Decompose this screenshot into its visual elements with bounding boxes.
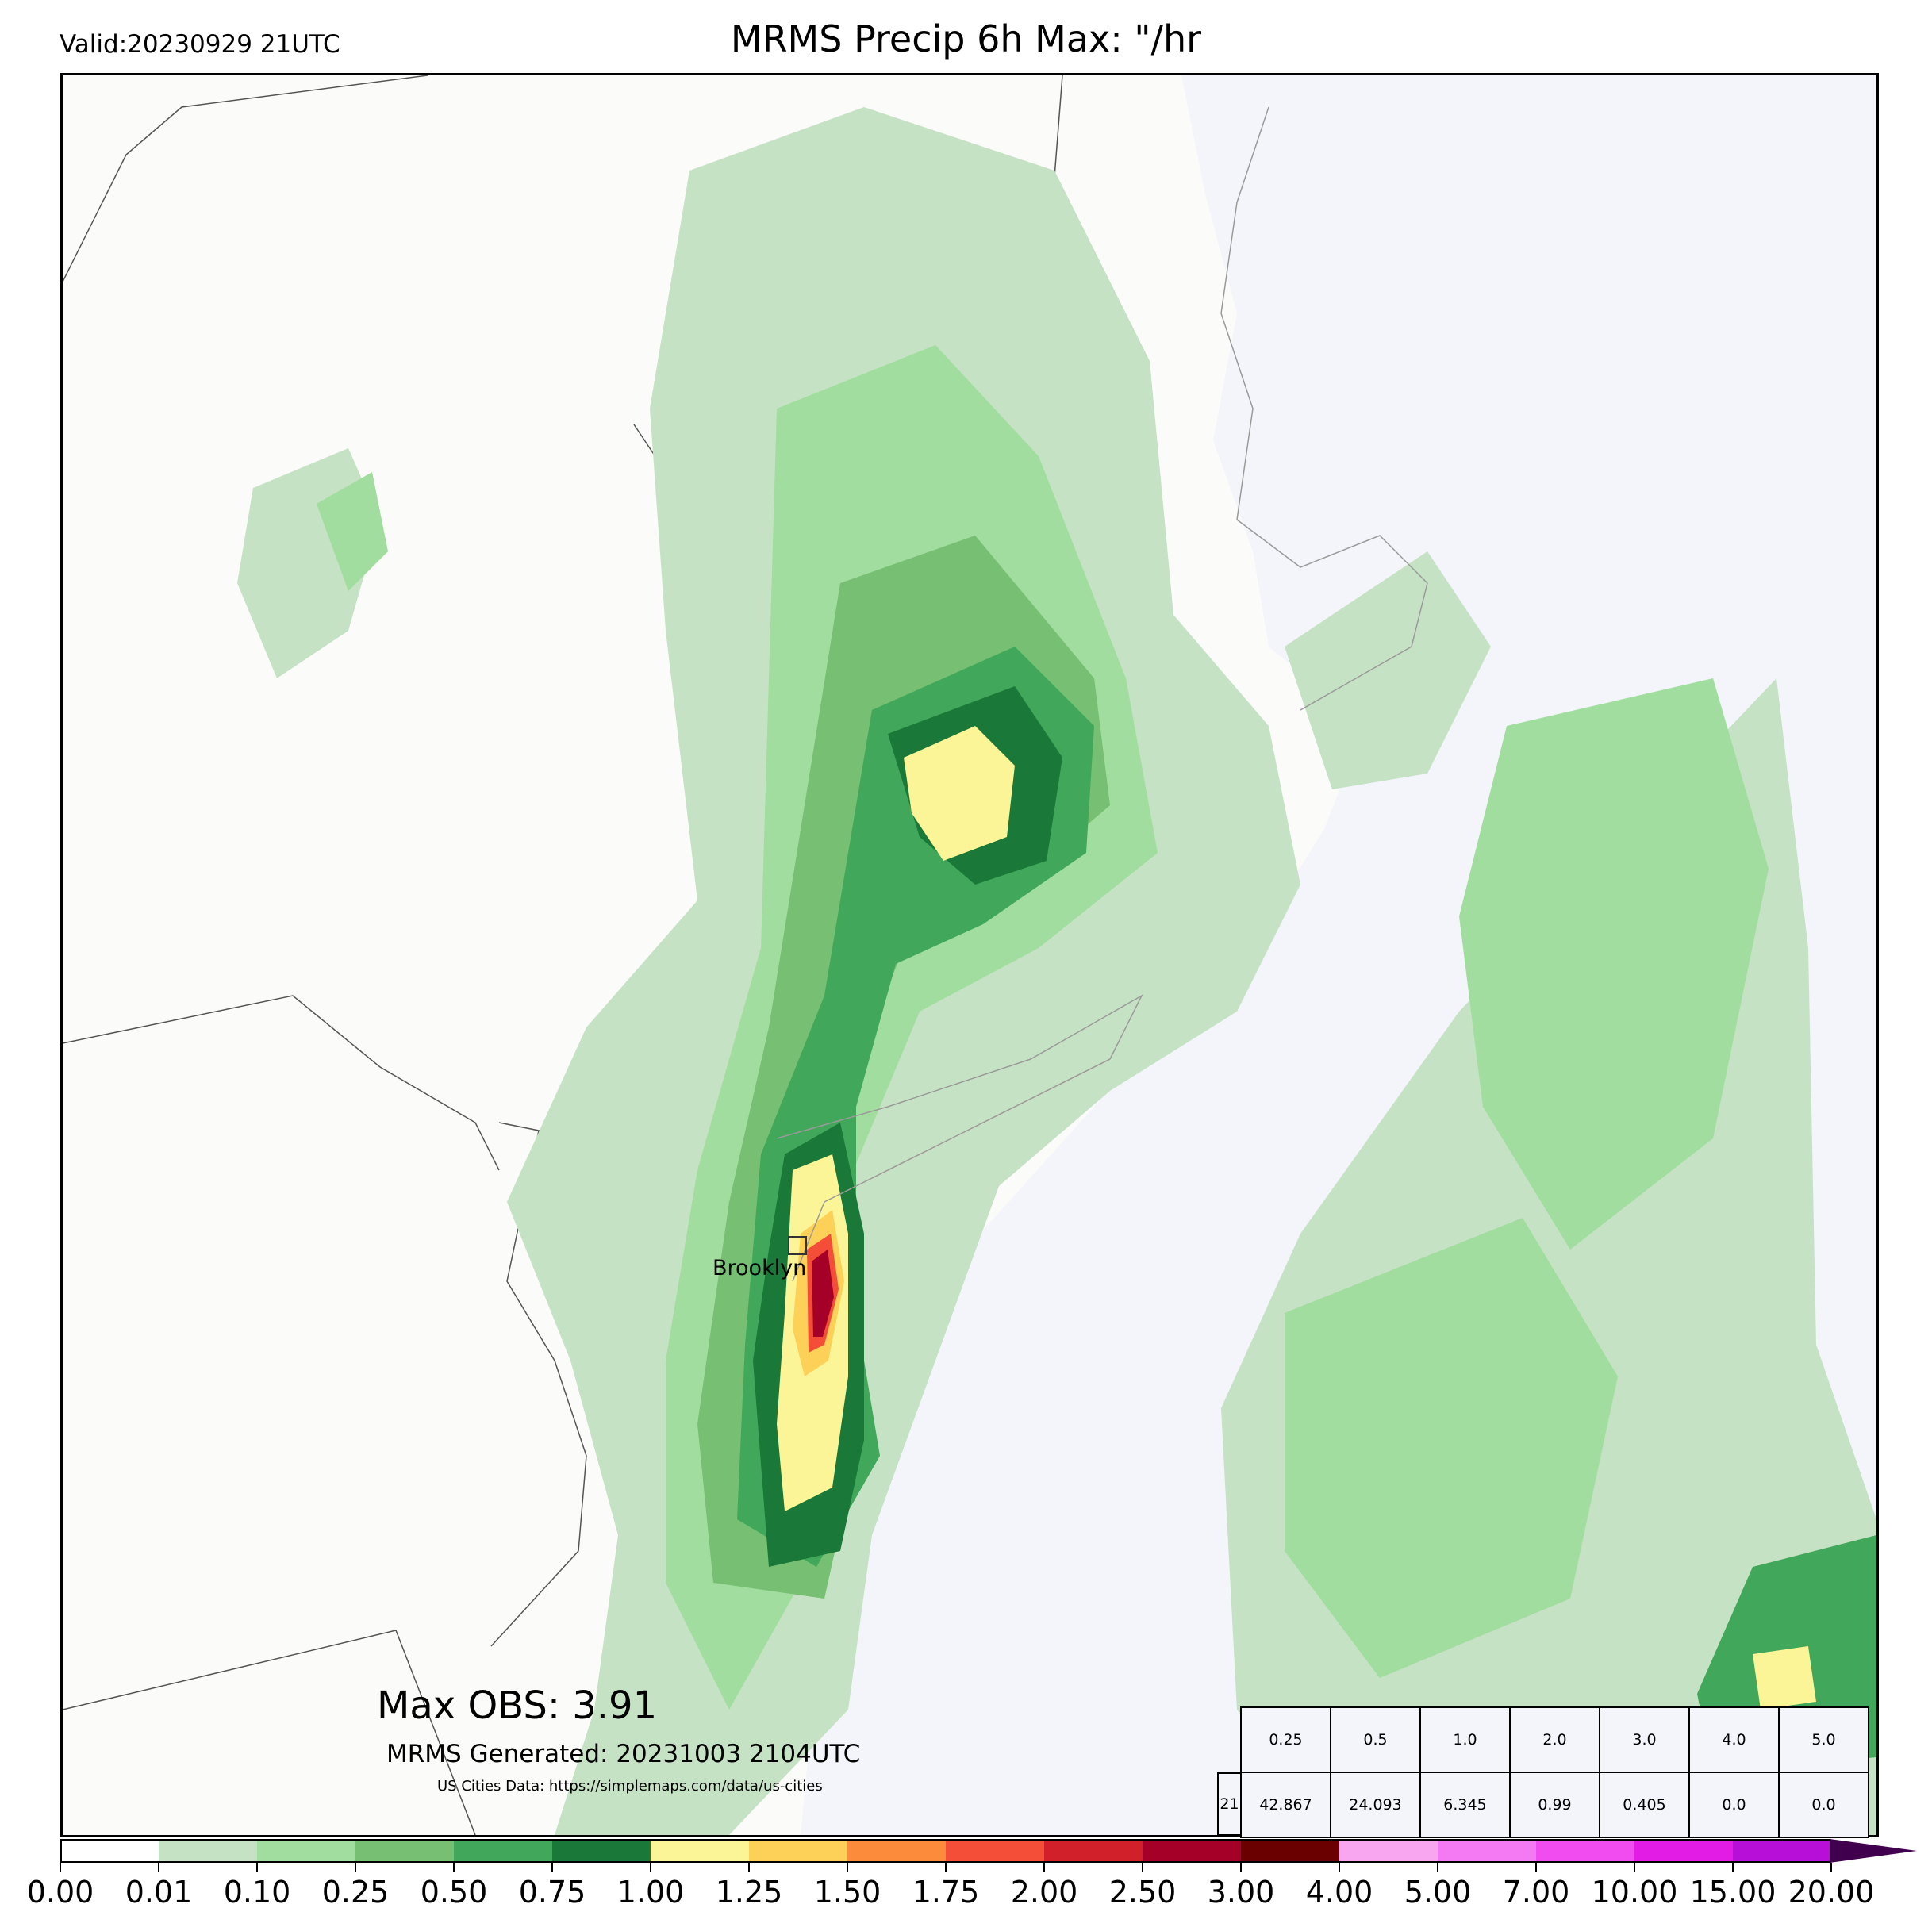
colorbar-tick-label: 20.00 (1788, 1875, 1875, 1910)
colorbar-tick-label: 0.75 (518, 1875, 586, 1910)
colorbar-segment (454, 1839, 552, 1863)
colorbar-tick (1240, 1863, 1242, 1872)
colorbar-tick (1142, 1863, 1143, 1872)
colorbar-tick (453, 1863, 455, 1872)
colorbar-segment (1241, 1839, 1339, 1863)
colorbar-tick (1634, 1863, 1635, 1872)
colorbar-tick (748, 1863, 750, 1872)
colorbar-tick (650, 1863, 651, 1872)
colorbar-tick-label: 1.75 (912, 1875, 980, 1910)
threshold-cell: 2.0 (1509, 1706, 1600, 1773)
threshold-cell: 0.25 (1240, 1706, 1331, 1773)
value-cell: 0.0 (1688, 1772, 1780, 1838)
colorbar-segment (946, 1839, 1044, 1863)
colorbar-tick-label: 2.00 (1010, 1875, 1078, 1910)
credit-label: US Cities Data: https://simplemaps.com/d… (437, 1778, 823, 1795)
table-row: 42.867 24.093 6.345 0.99 0.405 0.0 0.0 (1240, 1772, 1869, 1838)
value-cell: 0.0 (1778, 1772, 1869, 1838)
value-cell: 0.405 (1599, 1772, 1690, 1838)
threshold-cell: 3.0 (1599, 1706, 1690, 1773)
colorbar-segment (60, 1839, 159, 1863)
value-cell: 24.093 (1330, 1772, 1421, 1838)
colorbar-segment (847, 1839, 946, 1863)
colorbar-tick (1535, 1863, 1537, 1872)
city-marker (788, 1236, 807, 1255)
colorbar-segment (1143, 1839, 1241, 1863)
colorbar-segment (1536, 1839, 1634, 1863)
map-panel[interactable] (60, 73, 1879, 1837)
colorbar-tick-label: 0.25 (321, 1875, 390, 1910)
colorbar-tick (60, 1863, 61, 1872)
colorbar-tick-label: 10.00 (1591, 1875, 1678, 1910)
colorbar-extend-arrow (1830, 1839, 1917, 1863)
table-header-row: 0.25 0.5 1.0 2.0 3.0 4.0 5.0 (1240, 1706, 1869, 1773)
colorbar-tick-label: 0.50 (420, 1875, 488, 1910)
colorbar-segment (749, 1839, 847, 1863)
stats-row-label: 21 (1217, 1772, 1240, 1836)
colorbar-segment (552, 1839, 651, 1863)
threshold-cell: 4.0 (1688, 1706, 1780, 1773)
city-label: Brooklyn (712, 1256, 807, 1280)
colorbar-tick-label: 0.00 (26, 1875, 94, 1910)
colorbar-tick (1732, 1863, 1734, 1872)
page-title: MRMS Precip 6h Max: "/hr (730, 17, 1202, 60)
colorbar-tick (1043, 1863, 1045, 1872)
colorbar-segment (1634, 1839, 1733, 1863)
value-cell: 0.99 (1509, 1772, 1600, 1838)
colorbar-segment (1339, 1839, 1438, 1863)
colorbar-tick-label: 0.01 (125, 1875, 193, 1910)
colorbar-segment (651, 1839, 749, 1863)
value-cell: 6.345 (1419, 1772, 1511, 1838)
colorbar-tick (847, 1863, 848, 1872)
colorbar-tick (551, 1863, 553, 1872)
colorbar-segment (159, 1839, 257, 1863)
colorbar-tick-label: 1.00 (616, 1875, 685, 1910)
threshold-cell: 0.5 (1330, 1706, 1421, 1773)
colorbar-segment (1044, 1839, 1143, 1863)
colorbar-tick (1339, 1863, 1340, 1872)
colorbar-tick (945, 1863, 947, 1872)
colorbar-tick-label: 2.50 (1108, 1875, 1177, 1910)
colorbar-segment (257, 1839, 355, 1863)
precip-map-svg (63, 75, 1876, 1835)
colorbar-segment (355, 1839, 454, 1863)
colorbar-tick-label: 1.50 (813, 1875, 881, 1910)
colorbar-tick (1830, 1863, 1832, 1872)
colorbar-tick-label: 4.00 (1305, 1875, 1373, 1910)
generated-label: MRMS Generated: 20231003 2104UTC (386, 1740, 861, 1768)
colorbar-segment (1438, 1839, 1536, 1863)
coastlines (776, 106, 1428, 1282)
max-obs-label: Max OBS: 3.91 (377, 1683, 658, 1728)
colorbar-tick-label: 7.00 (1502, 1875, 1570, 1910)
colorbar-tick (355, 1863, 356, 1872)
colorbar-tick-label: 3.00 (1207, 1875, 1275, 1910)
colorbar-segment (1733, 1839, 1831, 1863)
colorbar-tick-label: 0.10 (223, 1875, 291, 1910)
colorbar-tick (158, 1863, 159, 1872)
colorbar (60, 1839, 1831, 1863)
valid-time: Valid:20230929 21UTC (60, 30, 340, 59)
precip-field (237, 107, 1876, 1835)
threshold-cell: 5.0 (1778, 1706, 1869, 1773)
stats-table: 0.25 0.5 1.0 2.0 3.0 4.0 5.0 42.867 24.0… (1240, 1706, 1869, 1838)
colorbar-tick (256, 1863, 258, 1872)
colorbar-tick-label: 15.00 (1689, 1875, 1776, 1910)
colorbar-tick-label: 1.25 (715, 1875, 783, 1910)
value-cell: 42.867 (1240, 1772, 1331, 1838)
colorbar-tick-label: 5.00 (1404, 1875, 1472, 1910)
colorbar-tick (1437, 1863, 1438, 1872)
threshold-cell: 1.0 (1419, 1706, 1511, 1773)
